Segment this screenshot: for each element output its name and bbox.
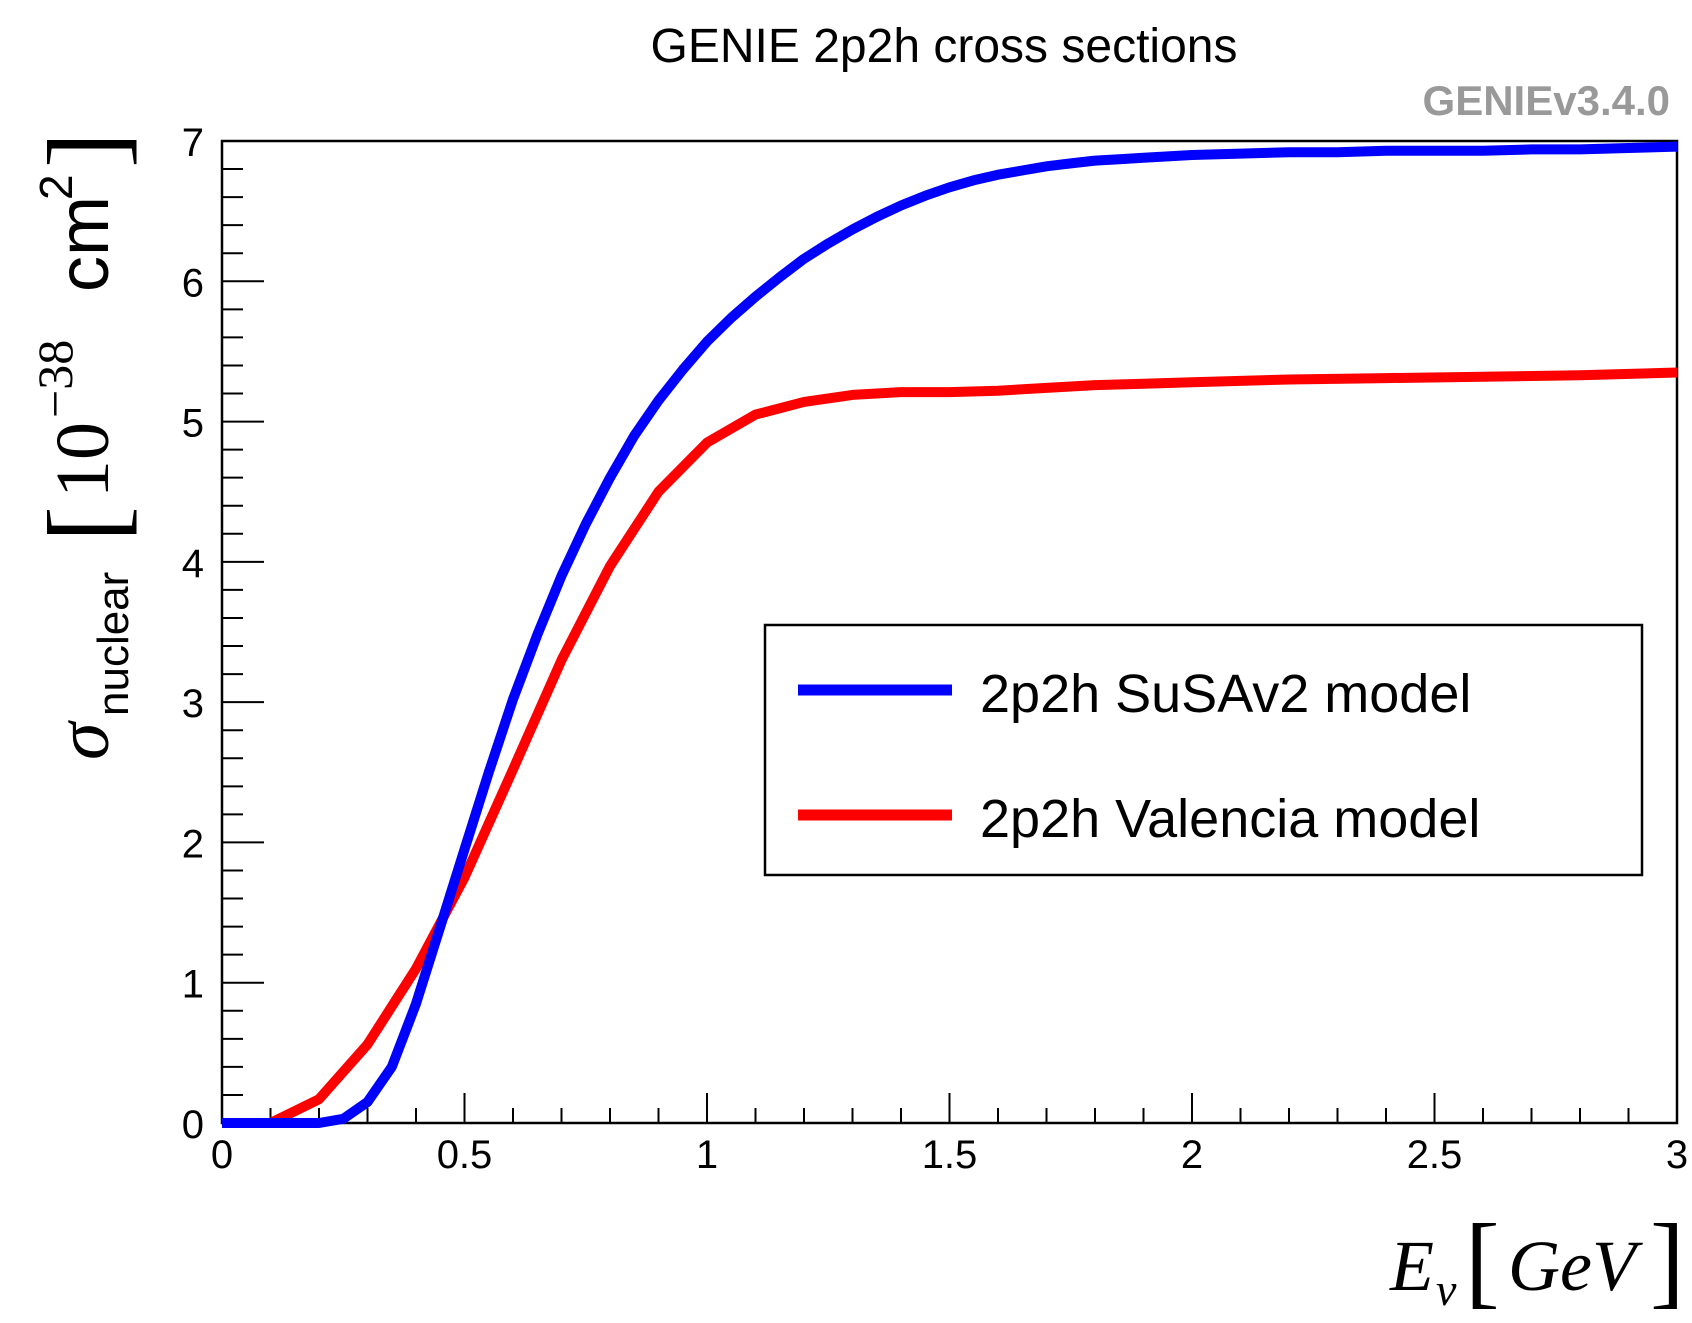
legend: 2p2h SuSAv2 model 2p2h Valencia model [763,623,1644,877]
x-axis-label-unit: GeV [1508,1226,1643,1306]
series-line-susav2 [222,141,1678,1128]
x-tick-label: 2 [1181,1133,1203,1177]
y-axis-label-main: σ [41,720,125,760]
y-tick-label: 5 [182,402,204,446]
y-axis-ticks: 0 1 2 3 4 5 6 7 [182,121,264,1147]
y-axis-label-bracket-close: ] [27,132,146,168]
x-tick-label: 0 [211,1133,233,1177]
y-axis-label-sub: nuclear [89,572,138,716]
x-axis-label: E ν [ GeV ] [1389,1203,1685,1318]
series-layer [222,141,1678,1128]
x-tick-label: 1 [696,1133,718,1177]
y-axis-label: σ nuclear [ 10 −38 cm 2 ] [27,132,146,760]
x-axis-ticks: 0 0.5 1 1.5 2 2.5 3 [211,1093,1688,1177]
y-axis-label-unit-base: 10 [41,422,125,498]
x-axis-label-bracket-close: ] [1650,1203,1685,1318]
y-axis-label-bracket-open: [ [27,506,146,542]
legend-box [763,623,1644,877]
y-axis-label-unit-rest-exp: 2 [30,174,82,200]
y-axis-label-unit-rest: cm [44,196,124,292]
version-label: GENIEv3.4.0 [1423,77,1670,124]
y-tick-label: 0 [182,1103,204,1147]
y-tick-label: 3 [182,682,204,726]
x-tick-label: 0.5 [437,1133,493,1177]
x-tick-label: 2.5 [1407,1133,1463,1177]
x-axis-label-bracket-open: [ [1465,1203,1500,1318]
y-tick-label: 1 [182,963,204,1007]
y-tick-label: 4 [182,542,204,586]
y-tick-label: 7 [182,121,204,165]
legend-label-susav2: 2p2h SuSAv2 model [980,664,1471,724]
chart-title: GENIE 2p2h cross sections [651,20,1238,73]
x-tick-label: 1.5 [922,1133,978,1177]
series-line-valencia [222,367,1678,1128]
y-tick-label: 6 [182,261,204,305]
x-axis-label-sub: ν [1436,1264,1457,1315]
y-axis-label-unit-exp: −38 [27,340,83,418]
y-tick-label: 2 [182,822,204,866]
x-axis-label-main: E [1389,1226,1434,1306]
x-tick-label: 3 [1666,1133,1688,1177]
legend-label-valencia: 2p2h Valencia model [980,789,1480,849]
